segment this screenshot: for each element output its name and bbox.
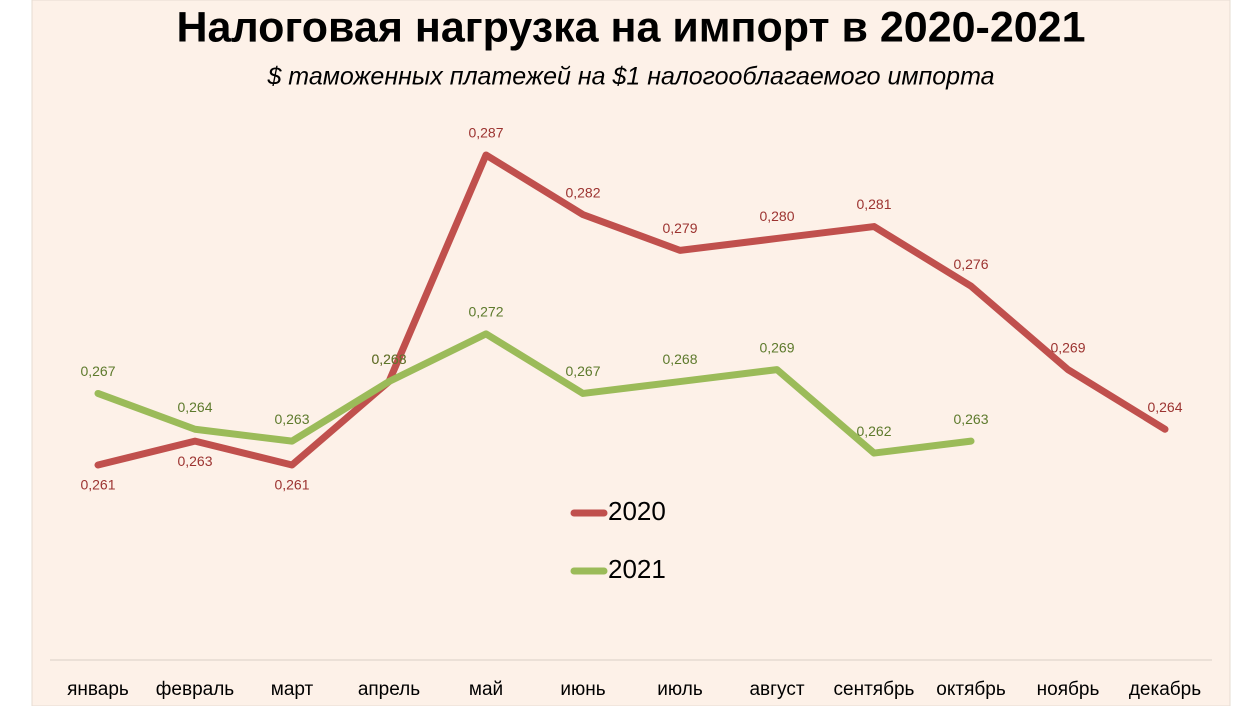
x-tick-label: июнь: [560, 679, 605, 700]
x-tick-label: август: [749, 679, 804, 700]
data-label: 0,280: [759, 208, 794, 224]
data-label: 0,262: [856, 423, 891, 439]
data-label: 0,264: [1147, 399, 1182, 415]
x-tick-label: февраль: [156, 679, 235, 700]
data-label: 0,267: [80, 363, 115, 379]
line-series: [94, 151, 1169, 469]
chart-title: Налоговая нагрузка на импорт в 2020-2021: [176, 3, 1085, 51]
data-label: 0,276: [953, 256, 988, 272]
x-tick-label: июль: [657, 679, 703, 700]
data-label: 0,263: [274, 411, 309, 427]
data-label: 0,264: [177, 399, 212, 415]
x-tick-label: апрель: [358, 679, 420, 700]
x-tick-label: сентябрь: [834, 679, 915, 700]
legend-label: 2021: [608, 554, 666, 584]
x-tick-label: май: [469, 679, 503, 700]
plot-background: [31, 0, 1231, 706]
data-label: 0,263: [177, 453, 212, 469]
data-label: 0,269: [1050, 339, 1085, 355]
x-tick-label: октябрь: [936, 679, 1006, 700]
data-label: 0,268: [662, 351, 697, 367]
data-label: 0,267: [565, 363, 600, 379]
chart-subtitle: $ таможенных платежей на $1 налогооблага…: [266, 63, 994, 91]
data-label: 0,261: [274, 477, 309, 493]
data-label: 0,282: [565, 184, 600, 200]
x-tick-label: ноябрь: [1037, 679, 1100, 700]
x-tick-label: март: [271, 679, 314, 700]
data-label: 0,272: [468, 304, 503, 320]
legend-label: 2020: [608, 496, 666, 526]
data-label: 0,268: [371, 351, 406, 367]
line-series: [94, 330, 975, 457]
data-label: 0,281: [856, 196, 891, 212]
data-label: 0,279: [662, 220, 697, 236]
data-label: 0,261: [80, 477, 115, 493]
data-label: 0,263: [953, 411, 988, 427]
x-tick-label: декабрь: [1129, 679, 1201, 700]
data-label: 0,269: [759, 339, 794, 355]
data-label: 0,268: [371, 351, 406, 367]
x-tick-label: январь: [67, 679, 129, 700]
data-label: 0,287: [468, 125, 503, 141]
